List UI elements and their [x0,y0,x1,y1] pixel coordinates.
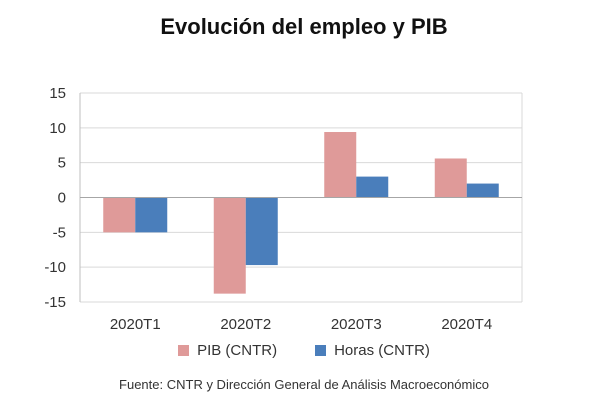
bar-pib-2020t3 [324,132,357,198]
x-tick-label: 2020T1 [110,316,161,333]
y-tick-label: -15 [44,294,66,311]
bar-horas-2020t4 [466,183,499,198]
y-tick-label: 5 [58,155,66,172]
bar-horas-2020t3 [356,176,389,198]
bar-chart: 15 10 5 0 -5 -10 -15 2020T1 2020T2 2020T3 2020T4 [44,85,523,333]
x-tick-label: 2020T4 [441,316,492,333]
y-tick-label: -10 [44,259,66,276]
chart-title: Evolución del empleo y PIB [160,14,448,39]
y-tick-label: 15 [49,85,66,102]
legend: PIB (CNTR) Horas (CNTR) [0,342,608,359]
x-tick-label: 2020T3 [331,316,382,333]
legend-swatch-pib [178,345,190,356]
x-tick-label: 2020T2 [220,316,271,333]
bar-pib-2020t1 [103,197,136,233]
bar-horas-2020t2 [245,197,278,266]
bar-pib-2020t4 [434,158,467,198]
legend-swatch-horas [315,345,327,356]
legend-item-pib: PIB (CNTR) [178,342,277,359]
bar-pib-2020t2 [213,197,246,294]
legend-item-horas: Horas (CNTR) [315,342,430,359]
bar-horas-2020t1 [135,197,168,233]
y-tick-label: 0 [58,190,66,207]
legend-label-horas: Horas (CNTR) [334,342,430,359]
y-tick-label: -5 [53,224,66,241]
legend-label-pib: PIB (CNTR) [197,342,278,359]
source-note: Fuente: CNTR y Dirección General de Anál… [119,377,489,392]
y-tick-label: 10 [49,120,66,137]
